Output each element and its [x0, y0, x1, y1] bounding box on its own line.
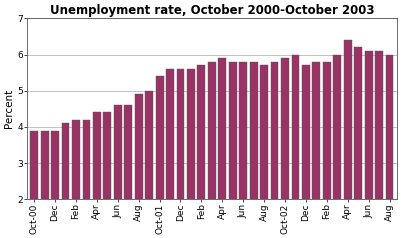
Bar: [114, 105, 122, 238]
Bar: [239, 62, 247, 238]
Bar: [145, 91, 153, 238]
Bar: [62, 123, 69, 238]
Bar: [187, 69, 195, 238]
Bar: [72, 120, 80, 238]
Y-axis label: Percent: Percent: [4, 89, 14, 129]
Bar: [250, 62, 257, 238]
Bar: [51, 130, 59, 238]
Title: Unemployment rate, October 2000-October 2003: Unemployment rate, October 2000-October …: [50, 4, 374, 17]
Bar: [93, 112, 101, 238]
Bar: [323, 62, 331, 238]
Bar: [260, 65, 268, 238]
Bar: [156, 76, 164, 238]
Bar: [333, 55, 341, 238]
Bar: [83, 120, 90, 238]
Bar: [365, 51, 373, 238]
Bar: [292, 55, 300, 238]
Bar: [219, 58, 226, 238]
Bar: [166, 69, 174, 238]
Bar: [197, 65, 205, 238]
Bar: [41, 130, 49, 238]
Bar: [312, 62, 320, 238]
Bar: [176, 69, 184, 238]
Bar: [281, 58, 289, 238]
Bar: [302, 65, 310, 238]
Bar: [103, 112, 111, 238]
Bar: [386, 55, 393, 238]
Bar: [375, 51, 383, 238]
Bar: [354, 47, 362, 238]
Bar: [271, 62, 278, 238]
Bar: [135, 94, 143, 238]
Bar: [124, 105, 132, 238]
Bar: [229, 62, 237, 238]
Bar: [30, 130, 38, 238]
Bar: [208, 62, 216, 238]
Bar: [344, 40, 352, 238]
